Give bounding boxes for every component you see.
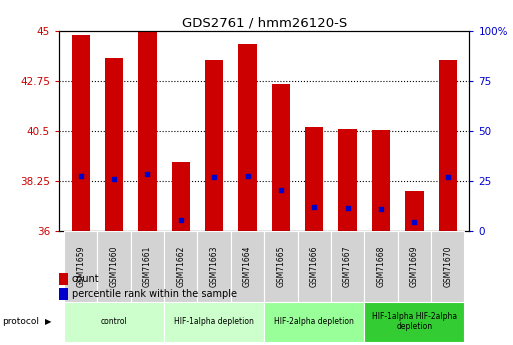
Text: GSM71661: GSM71661 (143, 246, 152, 287)
Bar (439, 60, 457, 231)
Point (110, 176, 118, 182)
Bar (339, 129, 357, 231)
Bar (71, 36, 90, 231)
Point (310, 204, 319, 209)
Point (243, 173, 251, 178)
Text: count: count (72, 274, 100, 284)
Bar (231, 231, 264, 302)
Text: GSM71667: GSM71667 (343, 246, 352, 287)
Text: GSM71666: GSM71666 (310, 246, 319, 287)
Point (344, 205, 352, 210)
Point (76, 173, 85, 178)
Bar (64, 231, 97, 302)
Point (277, 187, 285, 193)
Text: GSM71663: GSM71663 (210, 246, 219, 287)
Text: GSM71668: GSM71668 (377, 246, 385, 287)
Bar (138, 32, 156, 231)
Bar (272, 85, 290, 231)
Bar (172, 162, 190, 231)
Text: GSM71660: GSM71660 (110, 246, 119, 287)
Text: ▶: ▶ (45, 317, 52, 326)
Text: percentile rank within the sample: percentile rank within the sample (72, 289, 237, 299)
Text: HIF-1alpha HIF-2alpha
depletion: HIF-1alpha HIF-2alpha depletion (372, 312, 457, 332)
Bar (164, 231, 198, 302)
Title: GDS2761 / hmm26120-S: GDS2761 / hmm26120-S (182, 17, 347, 30)
Text: GSM71669: GSM71669 (410, 246, 419, 287)
Bar (97, 231, 131, 302)
Text: GSM71665: GSM71665 (277, 246, 285, 287)
Bar (239, 45, 256, 231)
Text: protocol: protocol (3, 317, 40, 326)
Bar (198, 231, 231, 302)
Text: GSM71662: GSM71662 (176, 246, 185, 287)
Bar (331, 231, 364, 302)
Point (377, 206, 385, 212)
Bar (405, 191, 424, 231)
Point (410, 219, 419, 225)
Bar (431, 231, 464, 302)
Bar (305, 127, 323, 231)
Point (210, 174, 218, 179)
Text: GSM71659: GSM71659 (76, 246, 85, 287)
Text: HIF-2alpha depletion: HIF-2alpha depletion (274, 317, 354, 326)
Bar (298, 231, 331, 302)
Point (444, 174, 452, 179)
Bar (364, 231, 398, 302)
Point (143, 172, 151, 177)
Bar (364, 302, 464, 342)
Bar (131, 231, 164, 302)
Text: GSM71670: GSM71670 (443, 246, 452, 287)
Bar (105, 58, 123, 231)
Text: control: control (101, 317, 127, 326)
Bar (164, 302, 264, 342)
Text: HIF-1alpha depletion: HIF-1alpha depletion (174, 317, 254, 326)
Point (176, 217, 185, 223)
Bar (398, 231, 431, 302)
Bar (264, 231, 298, 302)
Text: GSM71664: GSM71664 (243, 246, 252, 287)
Bar (64, 302, 164, 342)
Bar (372, 130, 390, 231)
Bar (264, 302, 364, 342)
Bar (205, 60, 223, 231)
